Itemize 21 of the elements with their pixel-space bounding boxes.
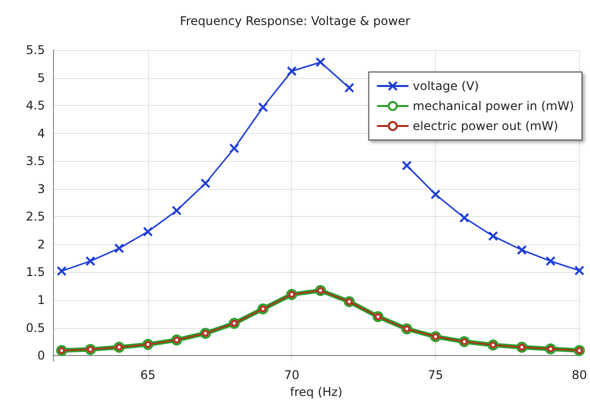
x-axis-title: freq (Hz) <box>290 385 342 399</box>
chart-title: Frequency Response: Voltage & power <box>180 14 410 28</box>
y-tick-label: 2 <box>37 237 45 252</box>
y-tick-label: 2.5 <box>26 210 45 224</box>
x-tick-label: 80 <box>572 368 588 382</box>
y-tick-label: 0.5 <box>26 320 45 335</box>
legend-label: voltage (V) <box>412 79 479 93</box>
y-tick-label: 1.5 <box>26 265 45 280</box>
y-tick-label: 5 <box>37 70 45 85</box>
y-tick-label: 1 <box>37 292 45 307</box>
x-tick-label: 75 <box>428 368 444 382</box>
x-tick-label: 65 <box>140 368 156 382</box>
y-tick-label: 3 <box>37 182 45 196</box>
y-tick-label: 0 <box>37 348 45 363</box>
legend-label: electric power out (mW) <box>412 119 558 133</box>
y-tick-label: 4 <box>37 126 45 140</box>
legend-label: mechanical power in (mW) <box>412 99 574 113</box>
y-tick-label: 3.5 <box>26 154 45 168</box>
y-tick-label: 5.5 <box>26 43 45 57</box>
y-tick-label: 4.5 <box>26 98 45 113</box>
x-tick-label: 70 <box>284 368 300 382</box>
